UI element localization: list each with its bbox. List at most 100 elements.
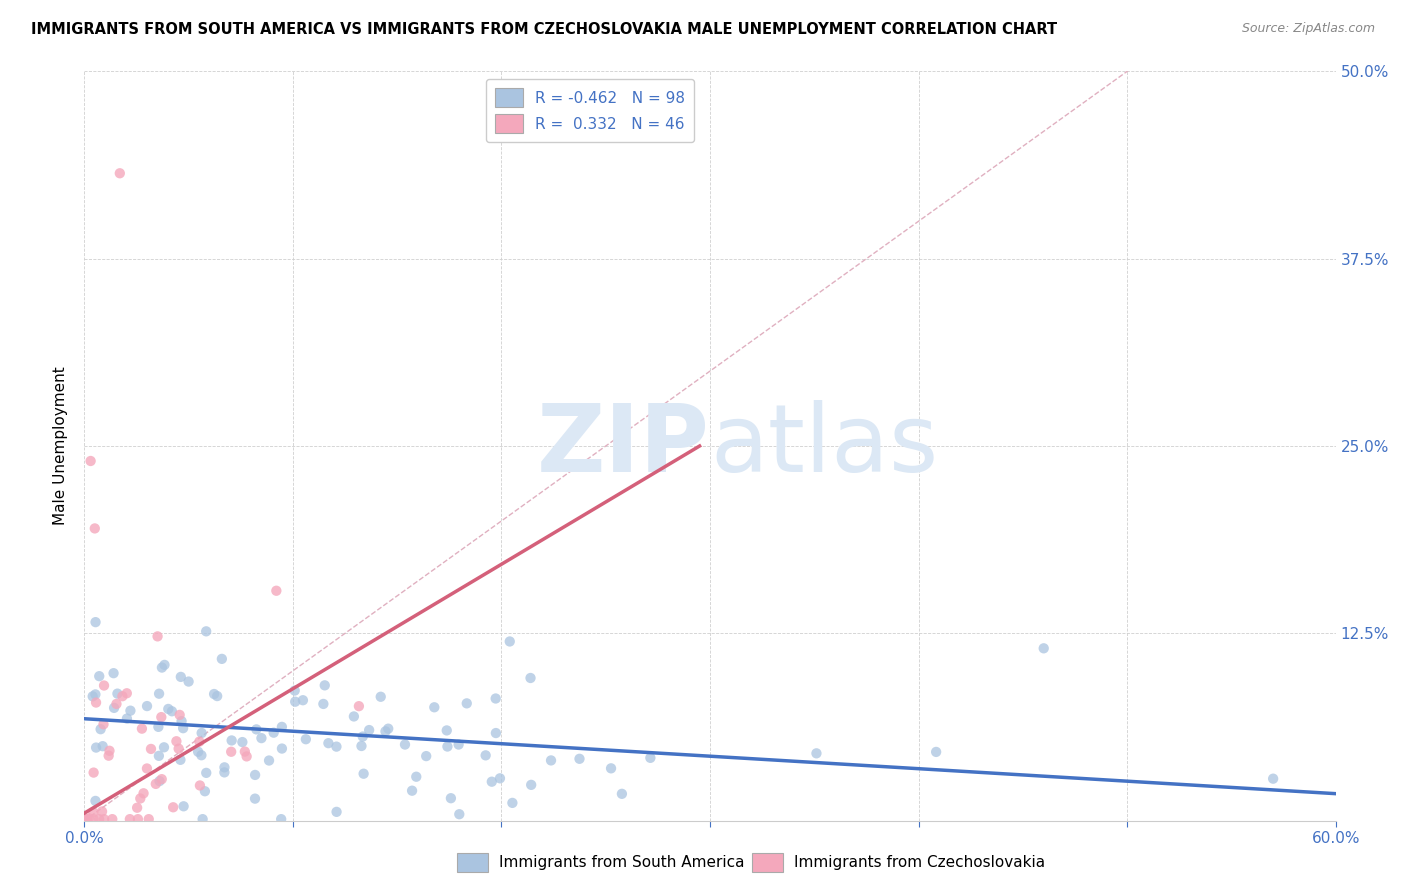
Point <box>93 717 115 731</box>
Text: Immigrants from South America: Immigrants from South America <box>499 855 745 870</box>
Point <box>190 726 212 740</box>
Point <box>436 723 458 738</box>
Point <box>190 748 212 763</box>
Point <box>84 740 107 755</box>
Point <box>108 166 131 180</box>
Point <box>160 704 183 718</box>
Point <box>150 772 173 787</box>
Point <box>93 679 115 693</box>
Point <box>250 731 273 745</box>
Point <box>394 738 416 752</box>
Point <box>214 765 236 780</box>
Point <box>377 722 399 736</box>
Point <box>77 811 100 825</box>
Point <box>170 670 193 684</box>
Point <box>136 699 159 714</box>
Point <box>405 770 427 784</box>
Point <box>245 723 267 737</box>
Point <box>188 779 211 793</box>
Point <box>82 690 104 704</box>
Point <box>347 699 370 714</box>
Point <box>485 691 508 706</box>
Point <box>83 812 105 826</box>
Point <box>107 687 129 701</box>
Point <box>169 753 191 767</box>
Point <box>481 774 503 789</box>
Point <box>138 812 160 826</box>
Point <box>115 712 138 726</box>
Point <box>146 629 169 643</box>
Point <box>325 805 347 819</box>
Point <box>153 740 176 755</box>
Point <box>271 741 294 756</box>
Point <box>318 736 340 750</box>
Point <box>352 730 374 744</box>
Point <box>270 812 292 826</box>
Point <box>79 454 101 468</box>
Point <box>519 671 541 685</box>
Point <box>440 791 463 805</box>
Point <box>111 690 134 704</box>
Point <box>485 726 508 740</box>
Point <box>76 812 98 826</box>
Point <box>359 723 381 737</box>
Point <box>214 760 236 774</box>
Point <box>136 762 159 776</box>
Point <box>150 660 173 674</box>
Point <box>489 772 512 786</box>
Point <box>640 751 662 765</box>
Point <box>75 812 97 826</box>
Point <box>129 791 152 805</box>
Point <box>90 722 112 736</box>
Point <box>350 739 373 753</box>
Point <box>263 725 285 739</box>
Point <box>312 697 335 711</box>
Point <box>91 739 114 754</box>
Point <box>195 765 218 780</box>
Point <box>1263 772 1285 786</box>
Point <box>194 784 217 798</box>
Point <box>499 634 522 648</box>
Point <box>84 615 107 629</box>
Point <box>325 739 347 754</box>
Point <box>148 774 170 789</box>
Point <box>84 687 107 701</box>
Point <box>76 812 98 826</box>
Point <box>540 753 562 767</box>
Point <box>401 783 423 797</box>
Point <box>115 686 138 700</box>
Point <box>82 805 104 820</box>
Point <box>153 657 176 672</box>
Point <box>219 745 242 759</box>
Point <box>148 687 170 701</box>
Point <box>243 791 266 805</box>
Point <box>806 747 828 761</box>
Point <box>150 710 173 724</box>
Point <box>187 745 209 759</box>
Point <box>211 652 233 666</box>
Point <box>157 702 180 716</box>
FancyBboxPatch shape <box>457 853 488 872</box>
Text: ZIP: ZIP <box>537 400 710 492</box>
Point <box>474 748 496 763</box>
Point <box>127 801 149 815</box>
Point <box>415 749 437 764</box>
Point <box>195 624 218 639</box>
Text: Immigrants from Czechoslovakia: Immigrants from Czechoslovakia <box>794 855 1046 870</box>
Text: Source: ZipAtlas.com: Source: ZipAtlas.com <box>1241 22 1375 36</box>
Point <box>291 693 314 707</box>
Point <box>231 735 253 749</box>
FancyBboxPatch shape <box>752 853 783 872</box>
Point <box>284 695 307 709</box>
Point <box>501 796 523 810</box>
Point <box>173 799 195 814</box>
Point <box>87 812 110 826</box>
Y-axis label: Male Unemployment: Male Unemployment <box>53 367 69 525</box>
Point <box>1032 641 1054 656</box>
Point <box>145 777 167 791</box>
Point <box>370 690 392 704</box>
Point <box>169 707 191 722</box>
Point <box>314 678 336 692</box>
Point <box>295 732 318 747</box>
Point <box>188 734 211 748</box>
